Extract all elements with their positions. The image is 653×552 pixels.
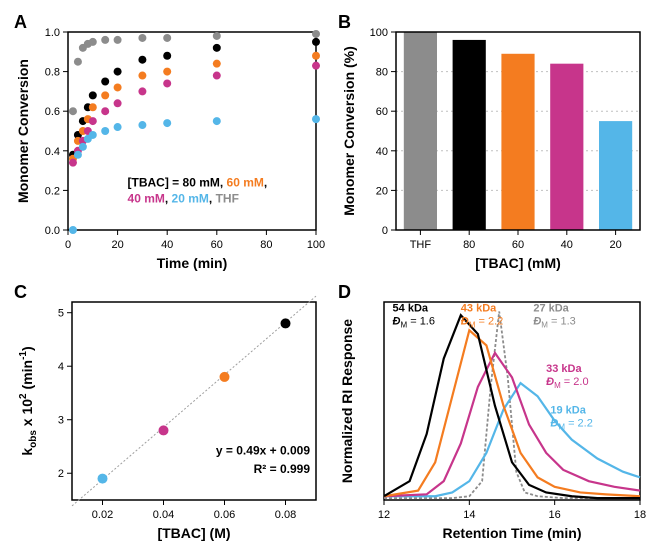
- svg-text:ÐM = 1.6: ÐM = 1.6: [393, 315, 435, 329]
- svg-text:0.8: 0.8: [45, 67, 60, 79]
- svg-text:27 kDa: 27 kDa: [533, 302, 569, 314]
- svg-text:100: 100: [307, 239, 325, 251]
- svg-text:80: 80: [376, 67, 388, 79]
- svg-text:0: 0: [382, 225, 388, 237]
- figure-grid: A 0204060801000.00.20.40.60.81.0Time (mi…: [10, 10, 643, 542]
- svg-text:40: 40: [161, 239, 173, 251]
- svg-text:40: 40: [376, 146, 388, 158]
- svg-text:80: 80: [260, 239, 272, 251]
- panel-d-chart: 12 14 16 18 Retention Time (min) Normalized R…: [334, 280, 650, 542]
- svg-text:Retention Time (min): Retention Time (min): [443, 525, 582, 541]
- svg-text:0.08: 0.08: [275, 509, 296, 521]
- panel-d-label: D: [338, 282, 351, 303]
- panel-b: B THF 80 60 40 20 0 20 40 60 80 100 [TBAC] (mM) Mono…: [334, 10, 650, 272]
- svg-text:0: 0: [65, 239, 71, 251]
- svg-text:kobs x 102 (min-1): kobs x 102 (min-1): [18, 346, 39, 455]
- svg-text:1.0: 1.0: [45, 27, 60, 39]
- svg-text:[TBAC] = 80 mM, 60 mM,: [TBAC] = 80 mM, 60 mM,: [128, 175, 268, 189]
- panel-c-label: C: [14, 282, 27, 303]
- panel-a-label: A: [14, 12, 27, 33]
- svg-text:[TBAC] (M): [TBAC] (M): [157, 525, 230, 541]
- svg-text:0.06: 0.06: [214, 509, 235, 521]
- svg-text:20: 20: [111, 239, 123, 251]
- svg-text:ÐM = 2.2: ÐM = 2.2: [461, 315, 503, 329]
- svg-text:60: 60: [376, 106, 388, 118]
- svg-text:4: 4: [58, 361, 64, 373]
- svg-text:19 kDa: 19 kDa: [550, 404, 586, 416]
- svg-text:54 kDa: 54 kDa: [393, 302, 429, 314]
- svg-text:43 kDa: 43 kDa: [461, 302, 497, 314]
- svg-text:80: 80: [463, 239, 475, 251]
- svg-text:Monomer Conversion: Monomer Conversion: [15, 59, 31, 203]
- panel-a: A 0 20 40 60 80 100 0.0 0.2 0.4 0.6 0.8 1.0 Time (mi…: [10, 10, 326, 272]
- svg-text:60: 60: [512, 239, 524, 251]
- svg-text:5: 5: [58, 308, 64, 320]
- panel-c-chart: 0.02 0.04 0.06 0.08 2 3 4 5 [TBAC] (M) kobs x 102…: [10, 280, 326, 542]
- svg-text:R² = 0.999: R² = 0.999: [254, 462, 311, 476]
- panel-b-label: B: [338, 12, 351, 33]
- svg-text:0.2: 0.2: [45, 185, 60, 197]
- svg-text:18: 18: [634, 509, 646, 521]
- panel-c: C 0.02 0.04 0.06 0.08 2 3 4 5 [TBAC] (M) kobs x 1…: [10, 280, 326, 542]
- svg-text:3: 3: [58, 415, 64, 427]
- svg-text:0.4: 0.4: [45, 146, 60, 158]
- svg-text:20: 20: [376, 185, 388, 197]
- svg-text:ÐM = 2.0: ÐM = 2.0: [546, 376, 588, 390]
- svg-text:[TBAC] (mM): [TBAC] (mM): [475, 255, 561, 271]
- svg-text:33 kDa: 33 kDa: [546, 363, 582, 375]
- svg-text:THF: THF: [410, 239, 432, 251]
- svg-text:2: 2: [58, 468, 64, 480]
- svg-text:ÐM = 2.2: ÐM = 2.2: [550, 417, 592, 431]
- svg-text:100: 100: [370, 27, 388, 39]
- svg-text:Normalized RI Response: Normalized RI Response: [339, 319, 355, 483]
- svg-text:Time (min): Time (min): [157, 255, 228, 271]
- svg-text:0.0: 0.0: [45, 225, 60, 237]
- svg-text:0.02: 0.02: [92, 509, 113, 521]
- panel-a-chart: 0 20 40 60 80 100 0.0 0.2 0.4 0.6 0.8 1.0 Time (min)…: [10, 10, 326, 272]
- svg-text:20: 20: [609, 239, 621, 251]
- svg-text:60: 60: [211, 239, 223, 251]
- svg-text:y = 0.49x + 0.009: y = 0.49x + 0.009: [216, 444, 310, 458]
- panel-d: D 12 14 16 18 Retention Time (min) Normalized…: [334, 280, 650, 542]
- svg-text:40: 40: [561, 239, 573, 251]
- svg-text:0.6: 0.6: [45, 106, 60, 118]
- svg-text:0.04: 0.04: [153, 509, 174, 521]
- svg-text:40 mM, 20 mM, THF: 40 mM, 20 mM, THF: [128, 191, 239, 205]
- svg-text:12: 12: [378, 509, 390, 521]
- panel-b-chart: THF 80 60 40 20 0 20 40 60 80 100 [TBAC] (mM) Monome…: [334, 10, 650, 272]
- svg-text:16: 16: [549, 509, 561, 521]
- svg-text:Monomer Conversion (%): Monomer Conversion (%): [341, 46, 357, 216]
- svg-text:ÐM = 1.3: ÐM = 1.3: [533, 315, 575, 329]
- svg-text:14: 14: [463, 509, 475, 521]
